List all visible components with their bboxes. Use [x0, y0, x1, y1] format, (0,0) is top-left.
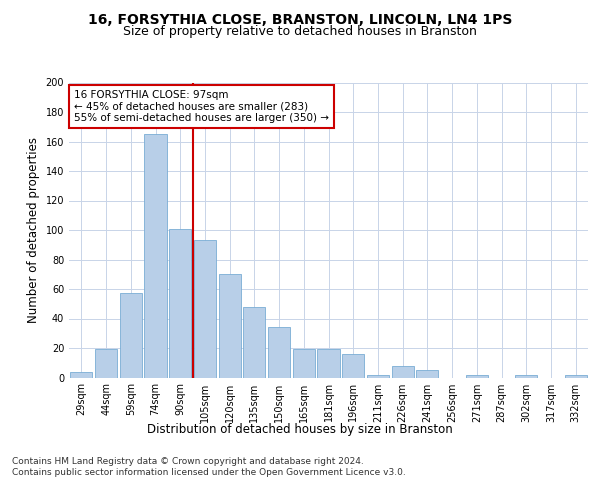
- Text: Contains HM Land Registry data © Crown copyright and database right 2024.
Contai: Contains HM Land Registry data © Crown c…: [12, 458, 406, 477]
- Text: 16, FORSYTHIA CLOSE, BRANSTON, LINCOLN, LN4 1PS: 16, FORSYTHIA CLOSE, BRANSTON, LINCOLN, …: [88, 12, 512, 26]
- Bar: [95, 350, 117, 378]
- Bar: [218, 274, 241, 378]
- Bar: [367, 374, 389, 378]
- Bar: [268, 328, 290, 378]
- Text: Size of property relative to detached houses in Branston: Size of property relative to detached ho…: [123, 25, 477, 38]
- Bar: [169, 228, 191, 378]
- Bar: [515, 374, 538, 378]
- Text: Distribution of detached houses by size in Branston: Distribution of detached houses by size …: [147, 422, 453, 436]
- Bar: [293, 350, 315, 378]
- Y-axis label: Number of detached properties: Number of detached properties: [27, 137, 40, 323]
- Bar: [145, 134, 167, 378]
- Bar: [243, 306, 265, 378]
- Bar: [342, 354, 364, 378]
- Bar: [416, 370, 439, 378]
- Bar: [119, 294, 142, 378]
- Bar: [194, 240, 216, 378]
- Bar: [466, 374, 488, 378]
- Bar: [392, 366, 414, 378]
- Bar: [317, 350, 340, 378]
- Text: 16 FORSYTHIA CLOSE: 97sqm
← 45% of detached houses are smaller (283)
55% of semi: 16 FORSYTHIA CLOSE: 97sqm ← 45% of detac…: [74, 90, 329, 123]
- Bar: [70, 372, 92, 378]
- Bar: [565, 374, 587, 378]
